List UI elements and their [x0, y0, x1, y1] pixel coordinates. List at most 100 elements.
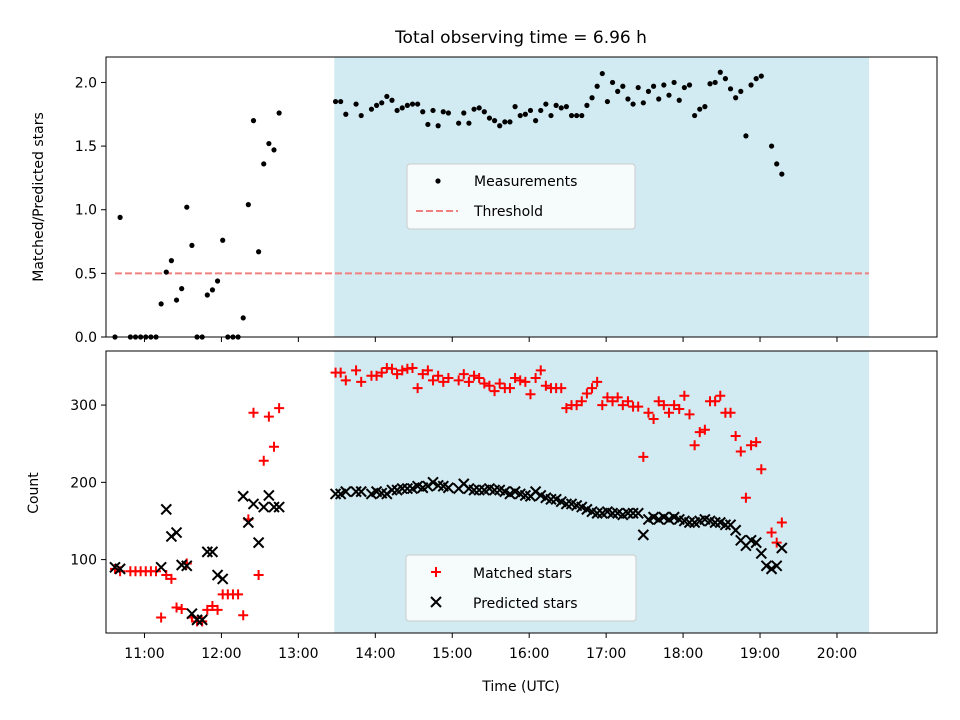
predicted-star-point [755, 547, 768, 560]
matched-star-point [258, 455, 269, 466]
measurement-point [420, 109, 426, 115]
measurement-point [266, 140, 272, 147]
predicted-star-point [237, 490, 249, 502]
predicted-star-point [637, 529, 650, 541]
legend-predicted-marker [430, 596, 442, 608]
y-tick-label: 1.0 [75, 203, 97, 219]
measurement-point [404, 102, 410, 108]
bottom-legend: Matched stars Predicted stars [405, 554, 637, 622]
matched-star-point [484, 380, 495, 391]
predicted-star-point [709, 516, 721, 529]
measurement-point [440, 109, 446, 115]
predicted-star-point [268, 501, 280, 513]
measurement-point [625, 96, 631, 102]
predicted-star-point [263, 489, 275, 502]
measurement-point [507, 119, 513, 125]
measurement-point [512, 104, 518, 110]
matched-star-point [376, 367, 387, 378]
matched-star-point [776, 517, 787, 528]
measurement-point [666, 92, 672, 98]
matched-star-point [669, 400, 680, 411]
measurement-point [538, 107, 544, 114]
matched-star-point [433, 370, 444, 381]
x-tick-label: 11:00 [124, 646, 164, 662]
measurement-point [676, 97, 682, 103]
matched-star-point [412, 383, 423, 394]
measurement-point [399, 105, 405, 111]
measurement-point [343, 111, 349, 117]
measurement-point [650, 83, 657, 89]
matched-star-point [463, 376, 474, 387]
measurement-point [471, 106, 477, 112]
measurement-point [476, 105, 482, 111]
predicted-star-point [627, 507, 639, 519]
predicted-star-point [770, 560, 783, 572]
measurement-point [373, 102, 380, 108]
legend-threshold-label: Threshold [473, 204, 543, 220]
measurement-point [697, 106, 703, 112]
measurement-point [645, 88, 652, 94]
matched-star-point [771, 537, 782, 548]
matched-star-point [561, 403, 572, 414]
predicted-star-point [170, 526, 183, 539]
predicted-star-point [776, 542, 788, 554]
measurement-point [271, 147, 277, 153]
measurement-point [456, 120, 462, 126]
top-y-axis-label: Matched/Predicted stars [31, 112, 47, 282]
matched-star-point [489, 386, 500, 397]
matched-star-point [253, 570, 264, 581]
measurement-point [491, 118, 498, 124]
predicted-star-point [273, 501, 285, 513]
matched-star-point [746, 440, 757, 451]
predicted-star-point [201, 546, 214, 558]
predicted-star-point [181, 560, 193, 572]
matched-star-point [592, 376, 603, 387]
measurement-point [117, 214, 123, 220]
predicted-star-point [545, 493, 557, 506]
x-tick-label: 19:00 [740, 646, 780, 662]
matched-star-point [581, 388, 592, 399]
predicted-star-point [683, 516, 696, 529]
measurement-point [517, 112, 523, 119]
measurement-point [276, 110, 282, 116]
x-tick-label: 13:00 [278, 646, 318, 662]
matched-star-point [576, 396, 587, 407]
measurement-point [640, 100, 646, 106]
predicted-star-point [114, 563, 126, 575]
matched-star-point [238, 610, 249, 621]
matched-star-point [438, 376, 449, 387]
matched-star-point [510, 373, 521, 384]
x-axis-label: Time (UTC) [481, 679, 559, 695]
measurement-point [384, 93, 390, 100]
legend-matched-label: Matched stars [473, 566, 572, 582]
matched-star-point [740, 492, 751, 503]
measurement-point [630, 101, 636, 107]
measurement-point [579, 112, 585, 119]
measurement-point [481, 109, 487, 115]
star-count-plot: 100 200 300 11:00 12:00 13:00 14:00 15:00 16:00 1… [70, 350, 938, 662]
legend-measurements-marker [435, 178, 441, 184]
predicted-star-point [247, 498, 260, 510]
predicted-star-point [468, 484, 480, 496]
matched-star-point [335, 367, 346, 378]
predicted-star-point [242, 516, 255, 529]
measurement-point [717, 69, 723, 75]
matched-star-point [453, 375, 464, 386]
matched-star-point [351, 365, 362, 376]
matched-star-point [428, 375, 439, 386]
predicted-star-point [473, 484, 485, 496]
matched-star-point [638, 451, 649, 462]
measurement-point [656, 96, 662, 102]
measurement-point [261, 161, 267, 167]
measurement-point [184, 204, 190, 210]
measurement-point [214, 278, 221, 284]
matched-star-point [766, 527, 777, 538]
matched-star-point [494, 378, 505, 389]
measurement-point [461, 110, 467, 116]
measurement-point [743, 133, 749, 139]
matched-star-point [458, 369, 469, 380]
matched-star-point [202, 604, 213, 615]
predicted-star-point [329, 488, 342, 500]
matched-star-point [443, 373, 454, 384]
measurement-point [435, 123, 441, 129]
